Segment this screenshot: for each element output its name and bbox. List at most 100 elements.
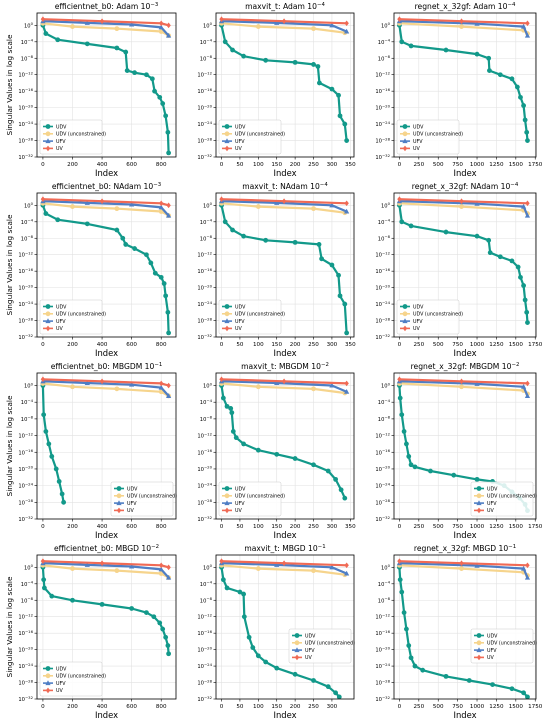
- series-marker: [412, 663, 418, 669]
- series-marker: [166, 393, 172, 398]
- legend-marker: [294, 640, 300, 646]
- y-tick-label: 10−28: [197, 678, 212, 686]
- y-tick-label: 10−32: [375, 153, 390, 161]
- x-tick-label: 250: [308, 162, 319, 168]
- series-marker: [524, 574, 531, 580]
- series-marker: [55, 217, 61, 223]
- x-tick-label: 400: [97, 342, 108, 348]
- legend-entry: UV: [305, 655, 313, 661]
- series-marker: [486, 55, 492, 61]
- x-tick-label: 400: [97, 524, 108, 530]
- series-marker: [230, 47, 235, 53]
- legend-marker: [476, 654, 482, 661]
- x-tick-label: 800: [156, 342, 167, 348]
- x-tick-label: 0: [41, 524, 45, 530]
- x-tick-label: 200: [290, 524, 301, 530]
- series-marker: [114, 227, 120, 233]
- legend-entry: UDV: [487, 486, 498, 492]
- legend-marker: [476, 633, 482, 638]
- series-line-ufv: [399, 380, 529, 397]
- series-marker: [329, 382, 335, 388]
- x-tick-label: 300: [327, 162, 338, 168]
- legend-entry: UV: [127, 508, 135, 514]
- legend-entry: UDV (unconstrained): [56, 674, 106, 680]
- series-marker: [43, 31, 49, 36]
- y-tick-label: 10−12: [197, 613, 212, 621]
- legend-entry: UV: [56, 688, 64, 694]
- x-tick-label: 150: [271, 162, 282, 168]
- series-marker: [399, 589, 405, 595]
- legend-marker: [116, 493, 122, 499]
- x-tick-label: 200: [67, 704, 78, 710]
- series-marker: [241, 233, 247, 239]
- series-marker: [158, 274, 164, 280]
- series-marker: [237, 589, 243, 595]
- legend-box: [288, 628, 352, 664]
- x-tick-label: 50: [236, 342, 244, 348]
- series-marker: [241, 614, 247, 620]
- legend-entry: UDV (unconstrained): [305, 641, 355, 647]
- subplot-title: maxvit_t: Adam 10−4: [245, 2, 325, 11]
- series-marker: [281, 378, 287, 385]
- legend-box: [218, 299, 282, 335]
- series-marker: [344, 562, 349, 569]
- series-marker: [420, 667, 426, 673]
- x-tick-label: 250: [413, 524, 424, 530]
- y-tick-label: 10−12: [18, 431, 33, 439]
- x-tick-label: 50: [236, 162, 244, 168]
- series-marker: [292, 239, 298, 245]
- series-marker: [524, 32, 531, 38]
- series-line-uv: [42, 560, 169, 569]
- series-marker: [311, 462, 316, 468]
- y-tick-label: 10−8: [21, 415, 34, 423]
- series-marker: [329, 202, 335, 208]
- series-marker: [497, 254, 503, 260]
- legend-box: [470, 481, 534, 517]
- legend-marker: [294, 654, 300, 661]
- subplot-title: efficientnet_b0: MBGDM 10−1: [51, 362, 163, 371]
- y-tick-label: 10−4: [200, 38, 213, 46]
- series-marker: [219, 558, 224, 564]
- y-tick-label: 10−4: [378, 398, 391, 406]
- series-marker: [84, 380, 90, 386]
- series-marker: [325, 684, 331, 690]
- y-tick-label: 10−16: [18, 448, 33, 456]
- x-tick-label: 1000: [470, 704, 485, 710]
- x-tick-label: 600: [126, 162, 137, 168]
- series-marker: [224, 585, 230, 591]
- axes-frame: [215, 554, 355, 700]
- series-marker: [486, 237, 492, 243]
- plot-area: [218, 558, 350, 699]
- y-tick-label: 10−4: [378, 580, 391, 588]
- axes-frame: [393, 372, 537, 520]
- plot-area: [396, 196, 531, 325]
- x-axis-label: Index: [273, 530, 296, 540]
- legend-marker: [402, 311, 408, 317]
- y-tick-label: 100: [381, 381, 391, 389]
- series-marker: [344, 388, 350, 394]
- legend-marker: [224, 304, 230, 309]
- series-line-ufv: [399, 562, 529, 579]
- legend-box: [110, 481, 174, 517]
- series-marker: [114, 386, 120, 392]
- legend-marker: [294, 647, 300, 653]
- series-marker: [274, 665, 280, 671]
- y-tick-label: 10−20: [375, 645, 390, 653]
- series-marker: [401, 610, 407, 615]
- y-tick-label: 10−12: [375, 251, 390, 259]
- series-marker: [521, 283, 526, 288]
- series-marker: [160, 101, 166, 106]
- series-marker: [70, 566, 75, 571]
- legend-marker: [402, 124, 408, 129]
- series-marker: [443, 673, 449, 679]
- x-axis-label: Index: [95, 168, 118, 178]
- legend-entry: UDV: [127, 486, 138, 492]
- series-marker: [40, 196, 46, 202]
- series-marker: [524, 129, 530, 135]
- series-marker: [144, 252, 149, 258]
- series-marker: [406, 454, 412, 459]
- subplot-2: 0 50 100 150 200 250 300 350 100 10−4 10−8 10−12 10−…: [197, 2, 356, 178]
